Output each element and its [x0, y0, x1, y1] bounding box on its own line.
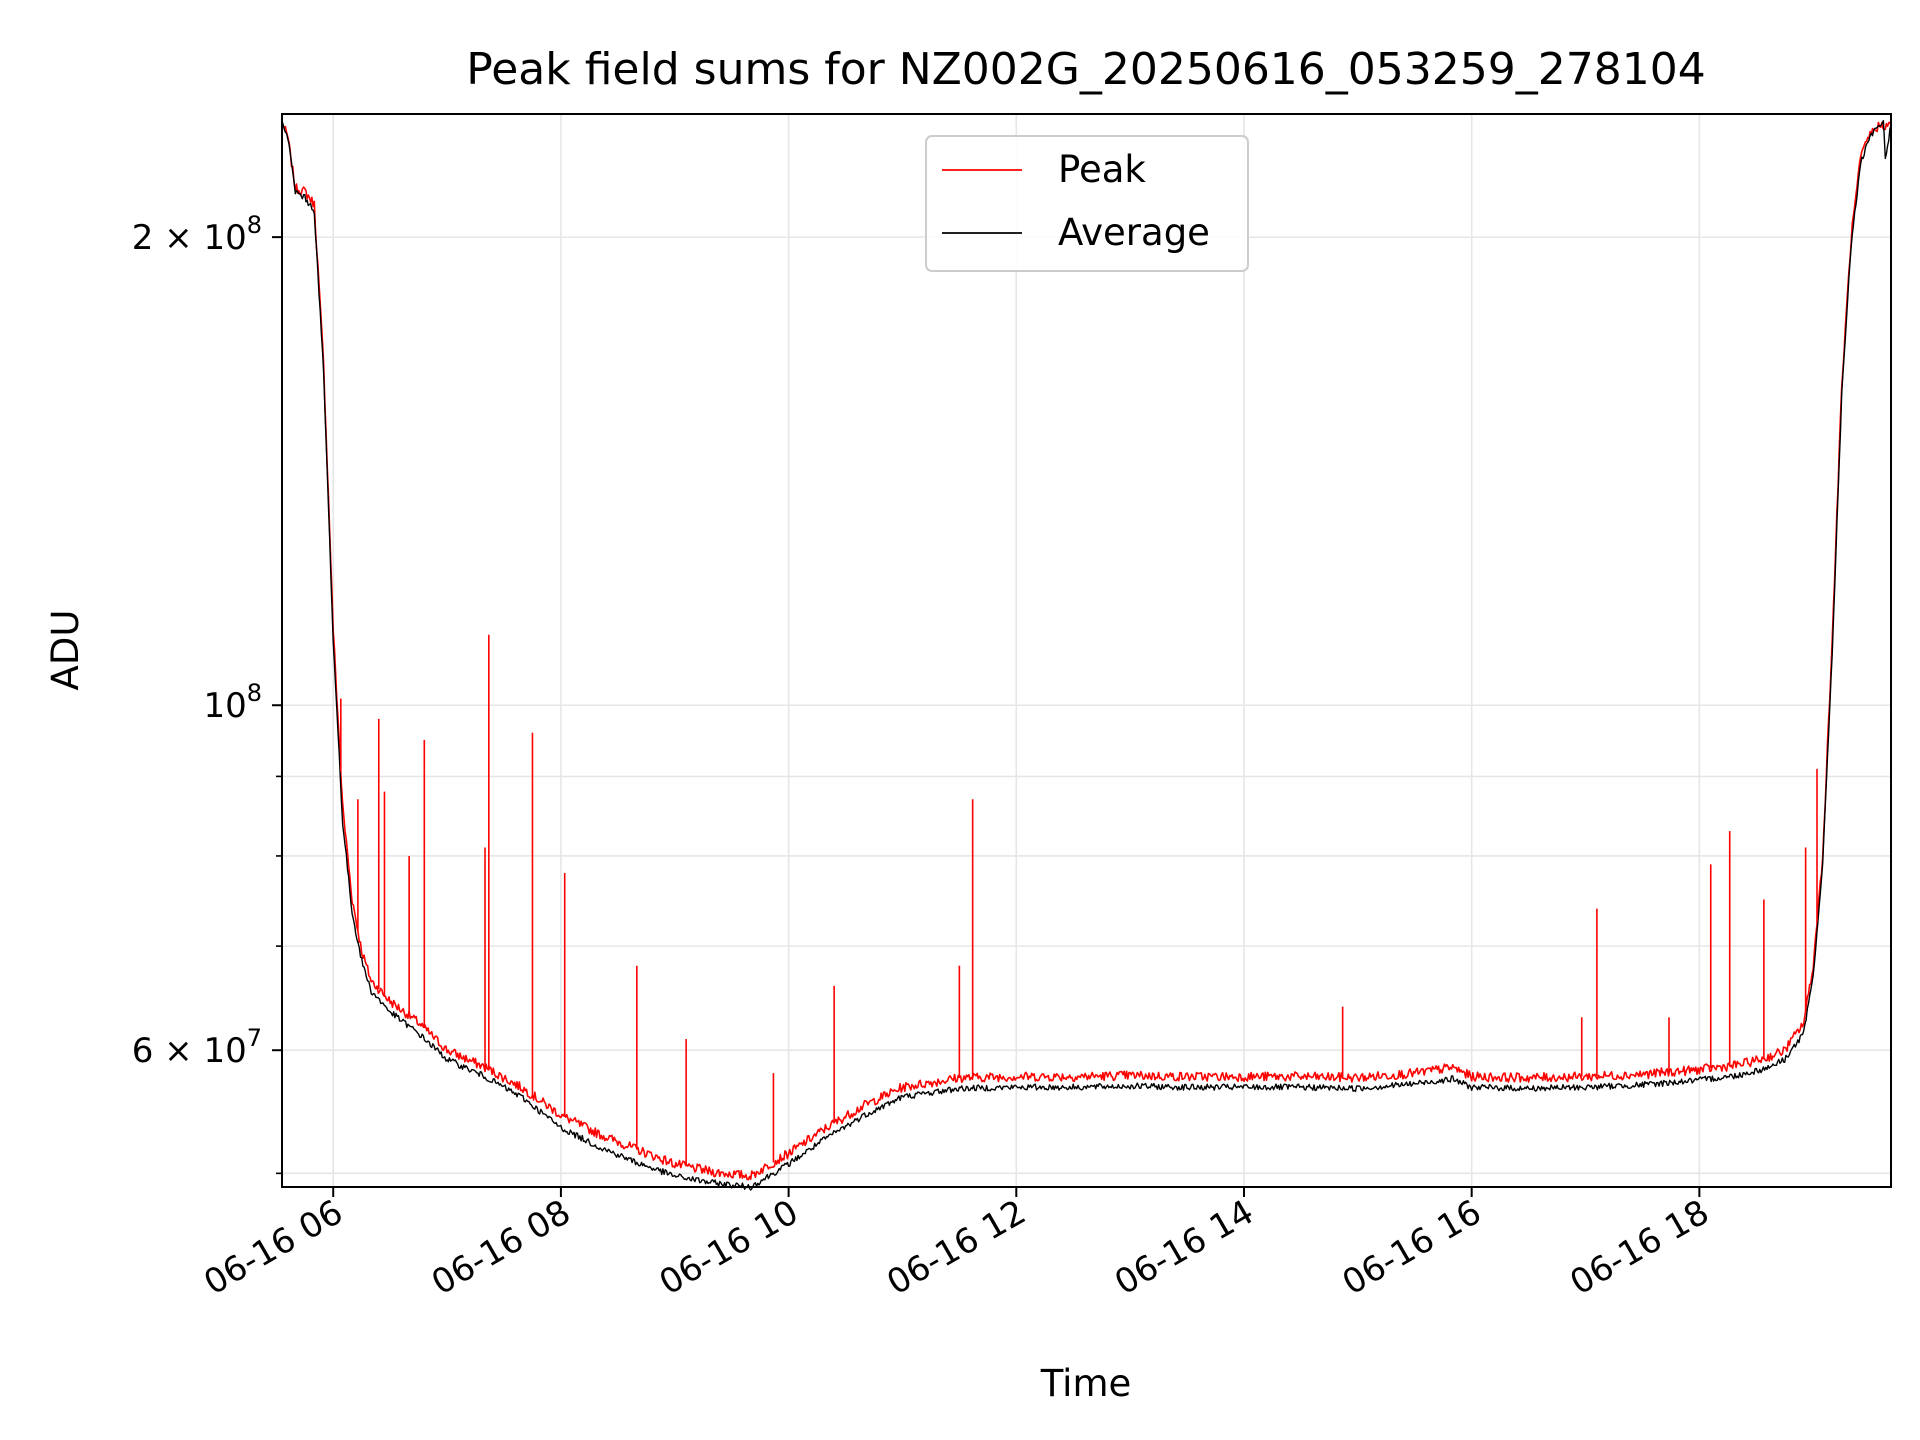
chart-title: Peak field sums for NZ002G_20250616_0532…: [466, 44, 1705, 95]
plot-frame: [281, 113, 1892, 1188]
peak-spikes: [340, 634, 1818, 1167]
series-line-peak: [281, 121, 1892, 1181]
legend-peak-label: Peak: [1058, 148, 1146, 191]
y-tick-label-0: 2 × 108: [132, 211, 262, 258]
grid: [282, 114, 1891, 1187]
y-axis: 2 × 108 108 6 × 107: [132, 211, 282, 1175]
legend-average-label: Average: [1058, 211, 1210, 254]
series-layer: [281, 119, 1892, 1191]
y-axis-label: ADU: [44, 610, 87, 691]
y-tick-label-1: 108: [203, 679, 262, 726]
legend: Peak Average: [925, 135, 1249, 272]
series-line-average: [281, 119, 1892, 1191]
y-tick-label-2: 6 × 107: [132, 1024, 262, 1071]
x-axis-label: Time: [1040, 1362, 1132, 1405]
